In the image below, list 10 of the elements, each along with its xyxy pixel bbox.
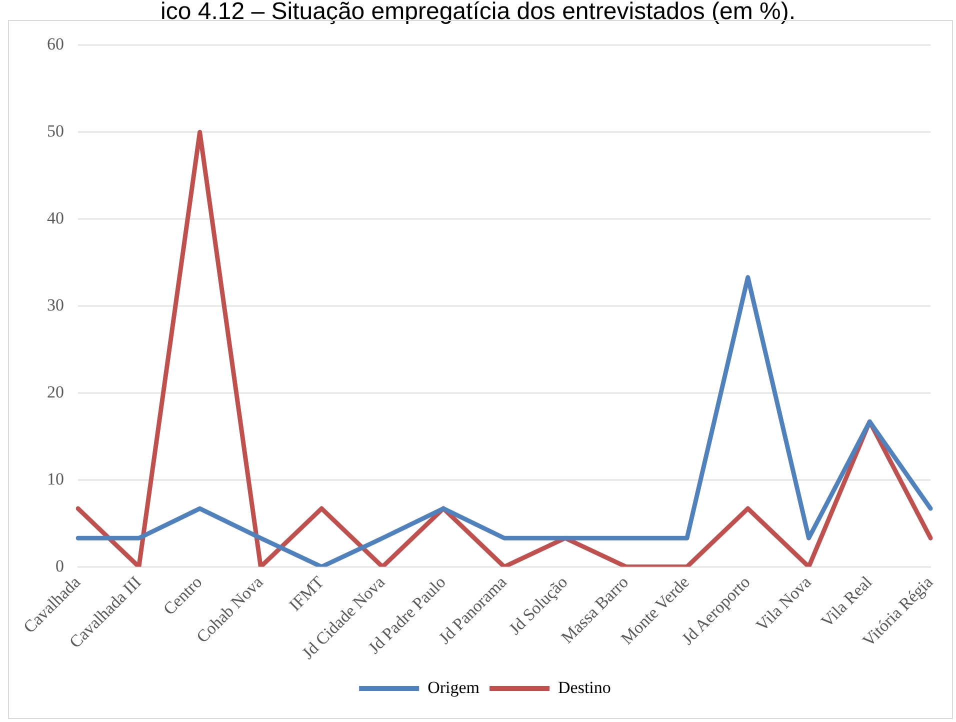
y-tick-label: 0 xyxy=(56,556,64,576)
y-tick-label: 30 xyxy=(47,295,64,314)
chart-title: ico 4.12 – Situação empregatícia dos entrevistados (em %). xyxy=(160,0,796,26)
y-tick-label: 60 xyxy=(47,34,64,54)
y-tick-label: 40 xyxy=(47,208,64,228)
y-tick-label: 20 xyxy=(47,382,64,402)
y-tick-label: 50 xyxy=(47,122,64,141)
legend-label: Origem xyxy=(428,678,480,697)
legend-label: Destino xyxy=(558,678,611,697)
y-tick-label: 10 xyxy=(47,469,64,488)
